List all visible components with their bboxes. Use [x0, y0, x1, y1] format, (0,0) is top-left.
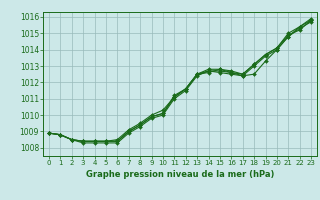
X-axis label: Graphe pression niveau de la mer (hPa): Graphe pression niveau de la mer (hPa) — [86, 170, 274, 179]
